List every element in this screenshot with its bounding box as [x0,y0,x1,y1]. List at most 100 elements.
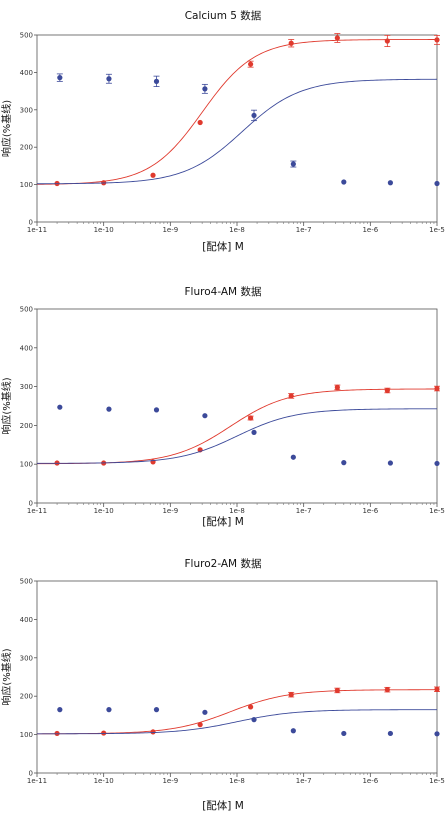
y-tick-label: 400 [20,344,33,352]
plot-frame [36,34,438,223]
chart-panel-3: Fluro2-AM 数据 0 100 200 300 400 500 1e-11 1e-10 1… [0,544,446,817]
y-axis-label: 响应(%基线) [0,100,13,157]
data-point [197,119,203,126]
y-axis-label: 响应(%基线) [0,377,13,434]
data-point [290,161,296,167]
data-point [153,407,160,413]
x-tick-label: 1e-6 [362,507,378,515]
data-point [288,393,294,399]
data-point [341,179,347,185]
data-point [334,35,340,41]
fit-curve [36,388,437,465]
data-point [153,78,160,84]
chart-panel-2: Fluro4-AM 数据 0 100 200 300 400 500 1e-11 1e-10 1… [0,272,446,544]
x-axis-label: [配体] M [202,516,244,528]
data-point [434,460,440,467]
data-point [106,707,112,713]
y-tick-label: 0 [29,770,33,778]
data-point [387,180,394,186]
x-axis-label: [配体] M [202,800,244,812]
data-point [334,384,340,390]
data-point [434,731,440,737]
x-tick-label: 1e-6 [362,777,378,785]
fit-curve [37,78,438,185]
data-point [434,180,440,187]
chart-panel-1: Calcium 5 数据 0 100 200 300 400 500 1e-11 1e-10 1… [0,0,446,272]
data-point [101,730,107,736]
y-axis-label: 响应(%基线) [0,648,13,705]
x-tick-label: 1e-5 [429,226,445,234]
data-point [384,38,390,44]
y-tick-label: 500 [20,306,33,314]
y-tick-label: 200 [20,422,33,430]
x-tick-label: 1e-9 [162,226,178,234]
data-point [57,75,63,81]
y-tick-label: 0 [29,500,33,508]
x-axis-label: [配体] M [202,241,244,253]
x-tick-label: 1e-5 [429,507,445,515]
data-point [57,404,63,410]
x-tick-label: 1e-10 [94,226,114,234]
data-point [202,709,208,715]
data-point [341,730,347,737]
x-tick-label: 1e-7 [296,226,312,234]
fit-curve [36,39,437,185]
data-point [251,429,257,435]
data-point [434,686,440,692]
fit-curve [37,709,438,735]
y-tick-label: 100 [20,181,33,189]
data-point [248,415,254,421]
data-point [106,406,112,412]
data-point [288,40,294,46]
y-tick-label: 500 [20,578,33,586]
x-tick-label: 1e-5 [429,777,445,785]
data-point [290,728,296,734]
y-tick-label: 300 [20,106,33,114]
chart-title: Fluro4-AM 数据 [184,286,262,298]
data-point [202,413,208,419]
data-point [248,61,254,67]
chart-plot-1: 0 100 200 300 400 500 1e-11 1e-10 1e-9 1e-8 1e-7 1e… [0,32,445,235]
data-point [387,460,394,466]
data-point [387,730,394,737]
data-point [384,387,390,394]
y-tick-label: 100 [20,731,33,739]
x-tick-label: 1e-9 [162,777,178,785]
data-point [106,76,112,82]
y-tick-label: 200 [20,144,33,152]
x-tick-label: 1e-7 [296,507,312,515]
plot-frame [36,580,438,774]
x-tick-label: 1e-8 [229,507,245,515]
y-tick-label: 100 [20,461,33,469]
x-tick-label: 1e-11 [27,507,47,515]
data-point [197,722,203,728]
x-tick-label: 1e-9 [162,507,178,515]
chart-title: Fluro2-AM 数据 [184,558,262,570]
data-point [341,460,347,466]
x-tick-label: 1e-7 [296,777,312,785]
y-tick-label: 400 [20,69,33,77]
data-point [251,717,257,723]
y-tick-label: 200 [20,693,33,701]
data-point [251,112,257,119]
data-point [290,454,296,460]
fit-curve [37,408,437,464]
data-point [288,692,294,698]
x-tick-label: 1e-11 [27,226,47,234]
fit-curve [36,689,437,735]
x-tick-label: 1e-11 [27,777,47,785]
x-tick-label: 1e-10 [94,507,114,515]
x-tick-label: 1e-8 [229,226,245,234]
data-point [57,707,63,713]
x-tick-label: 1e-6 [362,226,378,234]
x-tick-label: 1e-10 [94,777,114,785]
y-tick-label: 300 [20,383,33,391]
data-point [153,707,160,713]
y-tick-label: 300 [20,654,33,662]
x-tick-label: 1e-8 [229,777,245,785]
y-tick-label: 400 [20,616,33,624]
data-point [150,729,156,735]
data-point [248,704,254,710]
plot-frame [36,308,438,504]
data-point [434,37,440,43]
